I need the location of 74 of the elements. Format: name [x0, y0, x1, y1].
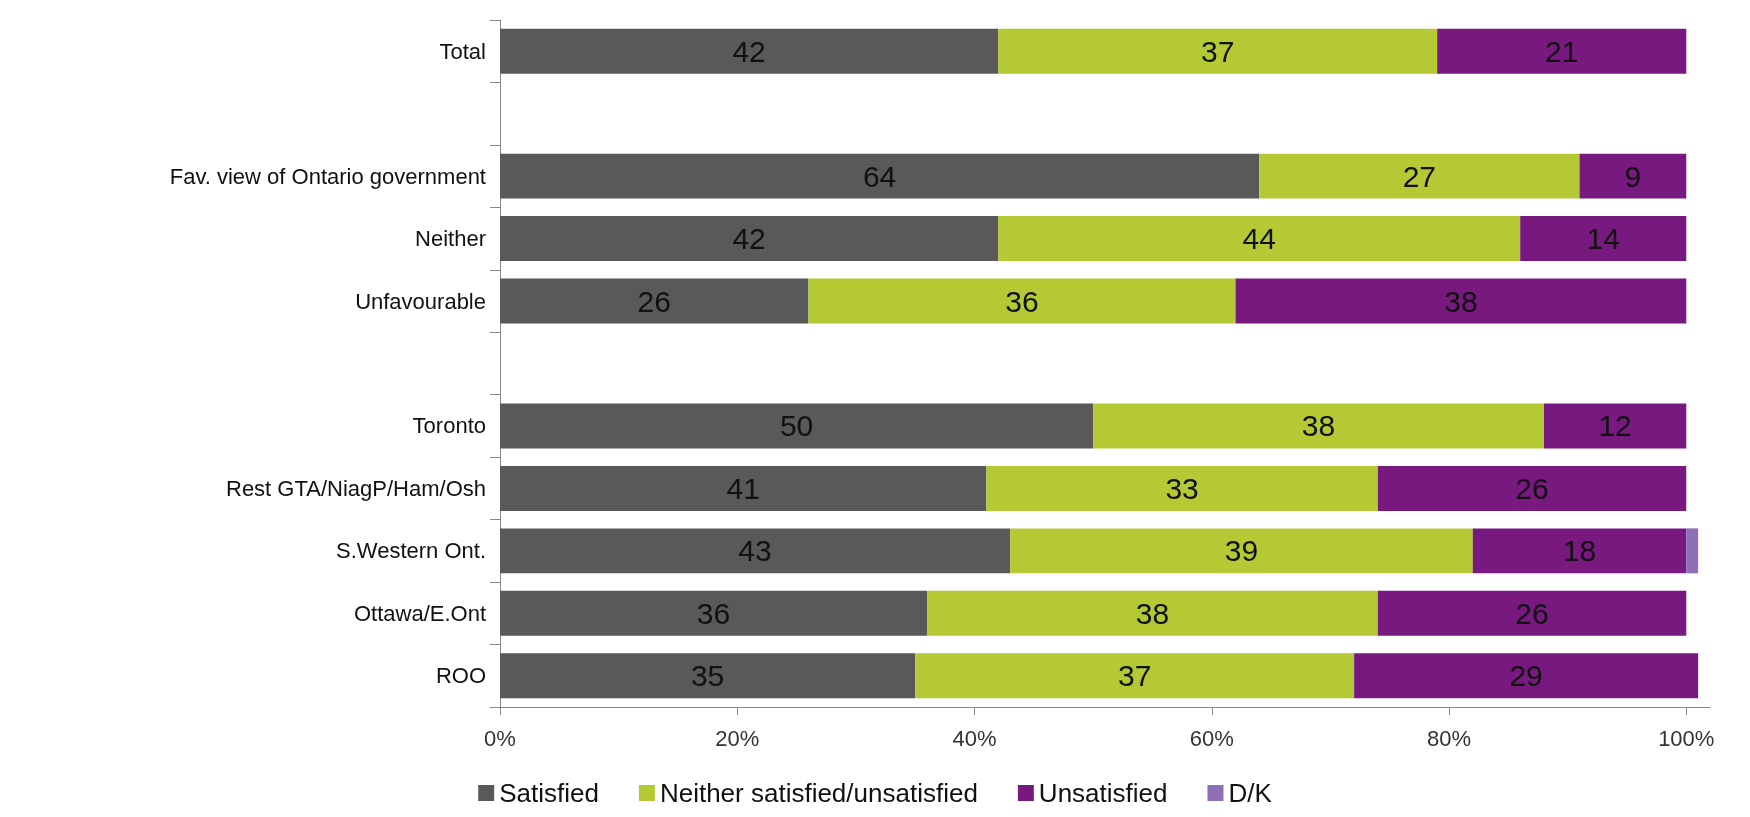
y-tick-label: Unfavourable: [355, 288, 486, 314]
y-tick-label: Toronto: [412, 413, 486, 439]
data-label: 42: [732, 222, 766, 256]
bar: [500, 465, 987, 511]
data-label: 64: [862, 159, 897, 193]
x-tick-label: 40%: [952, 725, 997, 751]
bar: [1472, 528, 1687, 574]
bar: [1259, 153, 1580, 199]
data-label: 35: [690, 659, 725, 693]
data-label: 50: [779, 409, 814, 443]
y-tick-label: Neither: [415, 226, 486, 252]
x-tick-label: 100%: [1658, 725, 1715, 751]
legend-label: Neither satisfied/unsatisfied: [659, 778, 978, 808]
bar: [1377, 465, 1687, 511]
bar: [927, 590, 1378, 636]
legend-label: Satisfied: [499, 778, 599, 808]
data-label: 39: [1224, 534, 1259, 568]
x-tick-label: 60%: [1189, 725, 1234, 751]
data-label: 36: [696, 596, 731, 630]
data-label: 36: [1005, 284, 1039, 318]
data-label: 26: [1515, 596, 1549, 630]
bar: [998, 28, 1438, 74]
y-tick-label: ROO: [435, 663, 486, 689]
bar: [500, 278, 809, 324]
bar: [500, 528, 1011, 574]
data-label: 38: [1444, 284, 1478, 318]
y-tick-label: Rest GTA/NiagP/Ham/Osh: [226, 475, 486, 501]
y-tick-label: Fav. view of Ontario government: [169, 163, 486, 189]
data-label: 12: [1598, 409, 1632, 443]
bar: [1010, 528, 1473, 574]
bar: [1093, 403, 1544, 449]
y-tick-label: Ottawa/E.Ont: [353, 600, 486, 626]
bar: [500, 590, 928, 636]
legend-label: Unsatisfied: [1038, 778, 1168, 808]
bar: [1235, 278, 1687, 324]
data-label: 43: [738, 534, 772, 568]
bar: [500, 403, 1094, 449]
data-label: 44: [1242, 222, 1276, 256]
bar: [500, 653, 916, 699]
bar: [1520, 216, 1687, 262]
bar: [1686, 528, 1699, 574]
data-label: 26: [1515, 471, 1549, 505]
bar: [986, 465, 1378, 511]
bar: [1377, 590, 1687, 636]
data-label: 27: [1402, 159, 1437, 193]
data-label: 18: [1562, 534, 1597, 568]
data-label: 42: [732, 34, 766, 68]
data-label: 14: [1586, 222, 1620, 256]
bar: [500, 216, 999, 262]
legend-label: D/K: [1228, 778, 1273, 808]
bar: [500, 153, 1260, 199]
data-label: 37: [1201, 34, 1235, 68]
bar: [915, 653, 1355, 699]
data-label: 26: [637, 284, 671, 318]
y-tick-label: S.Western Ont.: [336, 538, 486, 564]
data-label: 41: [726, 471, 760, 505]
data-label: 21: [1545, 34, 1579, 68]
bar: [1543, 403, 1687, 449]
bar: [1354, 653, 1699, 699]
x-tick-label: 80%: [1427, 725, 1472, 751]
data-label: 38: [1135, 596, 1170, 630]
bar: [500, 28, 999, 74]
x-tick-label: 20%: [715, 725, 760, 751]
data-label: 33: [1165, 471, 1199, 505]
bar: [998, 216, 1521, 262]
data-label: 38: [1301, 409, 1336, 443]
bar: [1579, 153, 1687, 199]
x-tick-label: 0%: [484, 725, 516, 751]
data-label: 9: [1624, 159, 1642, 193]
y-tick-label: Total: [439, 38, 486, 64]
data-label: 37: [1117, 659, 1152, 693]
data-label: 29: [1509, 659, 1543, 693]
bar: [1437, 28, 1687, 74]
bar: [808, 278, 1236, 324]
